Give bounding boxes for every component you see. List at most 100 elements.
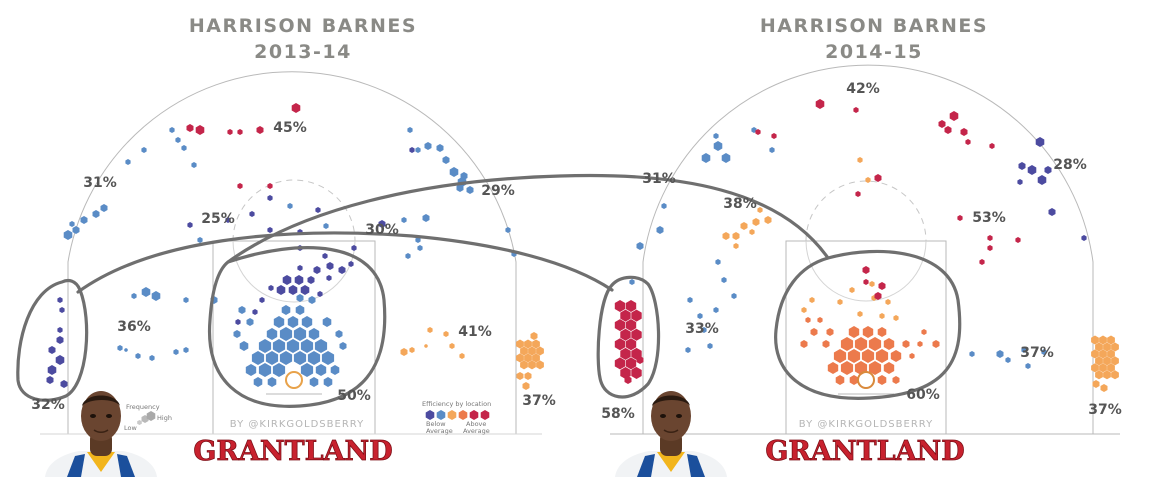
hexbin (456, 184, 464, 192)
hexbin (822, 340, 830, 348)
hexbin (863, 279, 869, 285)
hexbin (57, 297, 63, 303)
player-photo (615, 391, 727, 477)
hexbin (625, 300, 637, 312)
hexbin (409, 347, 415, 353)
hexbin (459, 353, 465, 359)
hexbin (276, 285, 286, 295)
zone-pct-center-mid: 30% (365, 222, 399, 238)
hexbin (258, 339, 272, 353)
hexbin (195, 125, 205, 135)
hexbin (307, 351, 321, 365)
hexbin (100, 204, 108, 212)
hexbin (405, 253, 411, 259)
hexbin (883, 362, 895, 374)
hexbin (237, 129, 243, 135)
hexbin (309, 377, 319, 387)
hexbin (1015, 237, 1021, 243)
hexbin (268, 285, 274, 291)
hexbin (631, 328, 642, 341)
hexbin (769, 147, 775, 153)
hexbin (293, 351, 307, 365)
hexbin (764, 216, 772, 224)
hexbin (245, 364, 257, 376)
hexbin (288, 285, 298, 295)
hexbin (697, 313, 703, 319)
hexbin (809, 297, 815, 303)
hexbin (187, 222, 193, 228)
chart-title-2014-15: HARRISON BARNES (760, 15, 988, 37)
hexbin (253, 377, 263, 387)
hexbin (401, 217, 407, 223)
hexbin (902, 340, 910, 348)
hexbin (469, 410, 479, 420)
hexbin (173, 349, 179, 355)
hexbin (407, 127, 413, 133)
hexbin (1044, 166, 1052, 174)
zone-pct-left-baseline: 33% (685, 321, 719, 337)
chart-title-2013-14: HARRISON BARNES (189, 15, 417, 37)
hexbin (840, 337, 854, 351)
hexbin (1091, 349, 1099, 359)
hexbin (256, 126, 264, 134)
legend-above-1: Above (466, 420, 486, 428)
hexbin (1017, 179, 1023, 185)
hexbin (516, 372, 524, 380)
hexbin (865, 177, 871, 183)
hexbin (620, 367, 631, 379)
hexbin (323, 377, 333, 387)
rim-2014-15 (857, 371, 875, 389)
hexbin (713, 141, 723, 151)
hexbin (117, 345, 123, 351)
hexbin (740, 222, 748, 230)
hexbin (625, 338, 637, 351)
zone-pct-top-key: 42% (846, 81, 880, 97)
hexbin (721, 153, 731, 163)
hexbin (969, 351, 975, 357)
hexbin (815, 99, 825, 109)
hexbin (849, 375, 859, 385)
hexbin (80, 216, 88, 224)
hexbin (752, 218, 760, 226)
hexbin (273, 316, 285, 328)
hexbin (987, 235, 993, 241)
hexbin (339, 342, 347, 350)
hexbin (944, 126, 952, 134)
hexbin (293, 327, 307, 341)
hexbin (938, 120, 946, 128)
hexbin (238, 306, 246, 314)
hexbin (957, 215, 963, 221)
hexbin (1091, 335, 1099, 345)
hexbin (528, 346, 536, 356)
hexbin (848, 326, 860, 338)
hexbin (322, 317, 332, 327)
hexbin (1091, 363, 1099, 373)
hexbin (125, 159, 131, 165)
zone-pct-right-baseline: 37% (1020, 345, 1054, 361)
hexbin (620, 347, 631, 360)
hexbin (237, 183, 243, 189)
hexbin (827, 362, 839, 374)
hexbin (409, 147, 415, 153)
hexbin (233, 330, 241, 338)
hexbin (624, 376, 632, 384)
hexbin (917, 341, 923, 347)
hexbin (300, 285, 310, 295)
hexbin (47, 365, 57, 375)
hexbin (520, 346, 528, 356)
hexbin (460, 172, 468, 180)
hexbin (868, 337, 882, 351)
hexbin (713, 307, 719, 313)
hexbin (862, 326, 874, 338)
hexbin (55, 355, 65, 365)
zone-pct-left-corner: 32% (31, 397, 65, 413)
hexbin (625, 319, 637, 332)
hexbin (840, 361, 854, 375)
hexbin (707, 343, 713, 349)
hexbin (869, 281, 875, 287)
hexbin (874, 174, 882, 182)
hexbin (713, 133, 719, 139)
hexbin (323, 223, 329, 229)
zone-pct-left-elbow: 38% (723, 196, 757, 212)
hexbin (877, 327, 887, 337)
